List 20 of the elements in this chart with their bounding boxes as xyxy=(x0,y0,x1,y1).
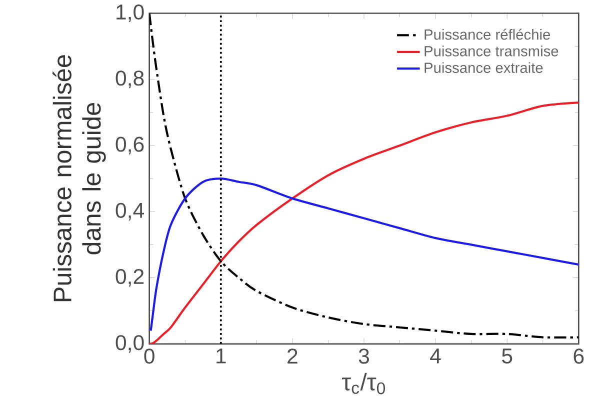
y-tick-label: 0,4 xyxy=(116,203,144,221)
y-tick-label: 0,6 xyxy=(116,136,144,155)
x-tick-label: 5 xyxy=(502,348,512,364)
x-tick-label: 2 xyxy=(288,348,298,364)
y-tick-label: 0,2 xyxy=(116,269,144,287)
x-axis-title: τ$_{c}$/τ$_{0}$ xyxy=(342,373,386,394)
x-tick-label: 4 xyxy=(430,348,441,364)
y-tick-label: 0,0 xyxy=(116,335,144,353)
y-tick-label: 1,0 xyxy=(116,4,144,22)
line-series xyxy=(150,178,579,332)
y-axis-title: Puissance normalisée dans le guide xyxy=(52,55,106,302)
x-tick-label: 3 xyxy=(358,348,369,364)
legend-label: Puissance extraite xyxy=(424,62,543,74)
legend-label: Puissance réfléchie xyxy=(424,28,550,40)
legend-label: Puissance transmise xyxy=(424,46,558,57)
y-tick-label: 0,8 xyxy=(116,70,144,88)
line-series xyxy=(149,102,579,344)
x-tick-label: 6 xyxy=(574,348,584,364)
x-tick-label: 1 xyxy=(216,348,226,364)
x-tick-label: 0 xyxy=(144,348,154,364)
